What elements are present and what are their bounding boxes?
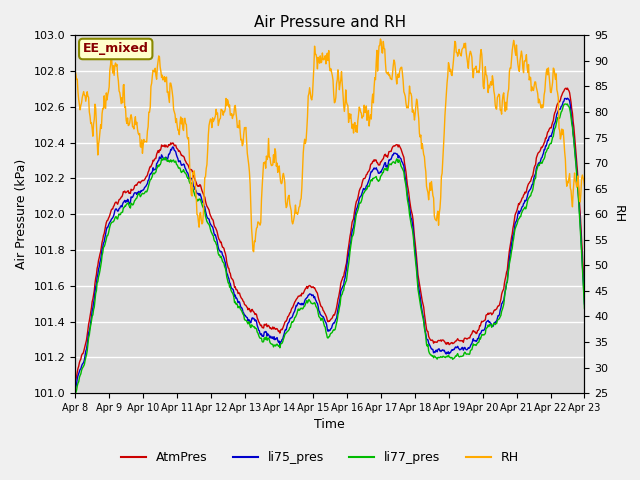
Text: EE_mixed: EE_mixed	[83, 43, 148, 56]
Y-axis label: RH: RH	[612, 205, 625, 223]
X-axis label: Time: Time	[314, 419, 345, 432]
Title: Air Pressure and RH: Air Pressure and RH	[253, 15, 406, 30]
Legend: AtmPres, li75_pres, li77_pres, RH: AtmPres, li75_pres, li77_pres, RH	[116, 446, 524, 469]
Y-axis label: Air Pressure (kPa): Air Pressure (kPa)	[15, 159, 28, 269]
